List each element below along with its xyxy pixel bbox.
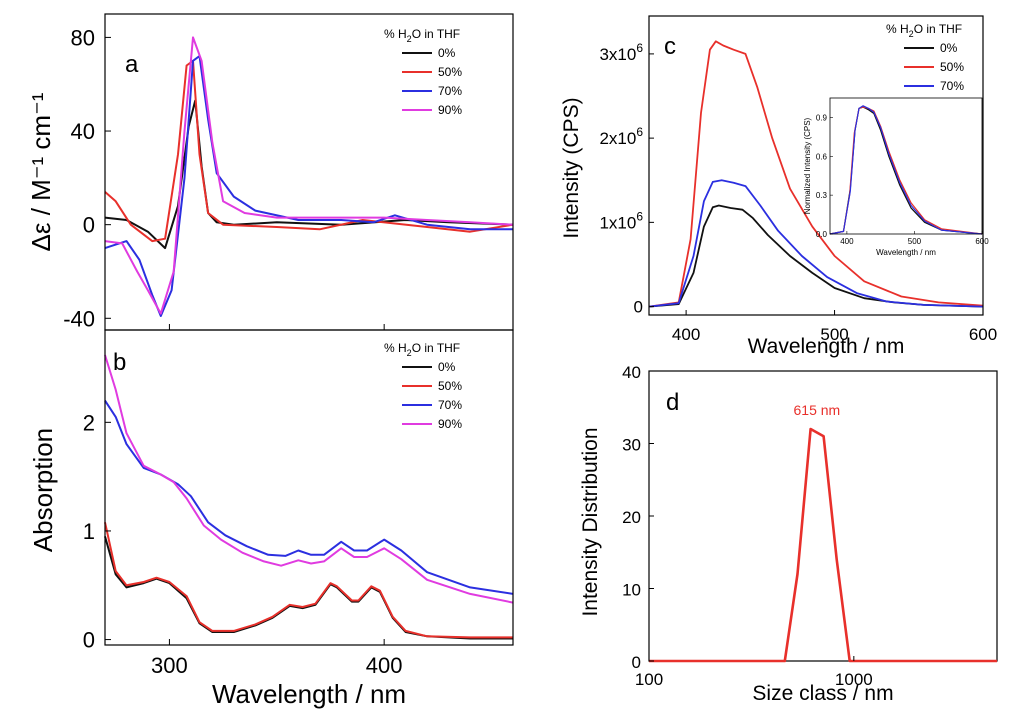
panel-b-ylabel: Absorption <box>28 428 58 552</box>
panel-b-ytick-label-0: 0 <box>83 628 95 653</box>
panel-a-series-3 <box>104 36 514 315</box>
panel-c-letter: c <box>664 33 676 60</box>
panel-c-ytick-base-3: 3x10 <box>599 45 636 64</box>
panel-d-series-0 <box>649 427 997 663</box>
panel-b-legend-label-0: 0% <box>438 360 456 374</box>
panel-a-legend-label-2: 70% <box>438 84 462 98</box>
panel-c-xlabel: Wavelength / nm <box>748 335 905 358</box>
panel-d-peak-annotation: 615 nm <box>794 402 841 418</box>
panel-b-legend-label-3: 90% <box>438 417 462 431</box>
panel-c-inset-ylabel: Normalized Intensity (CPS) <box>803 117 812 214</box>
panel-c-ytick-label-0: 0 <box>634 298 643 317</box>
panel-b-legend-sub: 2 <box>407 348 412 358</box>
panel-c-inset-series-2 <box>829 105 983 235</box>
panel-a-ytick-label-3: 80 <box>71 25 95 50</box>
panel-c-ytick-exp-1: 6 <box>636 209 643 223</box>
panel-a-legend-title: % H2O in THF <box>384 27 460 44</box>
panel-c-inset-ytick-label-0: 0.0 <box>816 230 828 239</box>
panel-c-ytick-base-2: 2x10 <box>599 129 636 148</box>
panel-b-series-1 <box>104 522 513 639</box>
panel-c-inset-frame <box>829 97 983 235</box>
panel-a-ylabel: Δε / M⁻¹ cm⁻¹ <box>26 92 56 251</box>
panel-a-legend-suffix: O in THF <box>412 27 460 41</box>
panel-b-series-3 <box>104 354 514 604</box>
panel-a-legend-label-3: 90% <box>438 103 462 117</box>
panel-d-xtick-label-1: 1000 <box>835 670 873 689</box>
panel-c-xtick-label-2: 600 <box>969 325 997 344</box>
panel-d-ytick-label-1: 10 <box>622 581 641 600</box>
panel-c-ytick-label-2: 2x106 <box>599 125 643 148</box>
panel-a-letter: a <box>125 51 139 78</box>
panel-a-ytick-label-0: -40 <box>63 306 95 331</box>
panel-c-series-1 <box>648 40 984 308</box>
panel-c-ytick-exp-3: 6 <box>636 41 643 55</box>
panel-b-frame <box>104 329 514 646</box>
panel-c-inset: 0.0 0.3 0.6 0.9 400 500 600 Wavelength / nm Norm… <box>803 97 989 257</box>
panel-c-ytick-label-1: 1x106 <box>599 209 643 232</box>
panel-b-legend-label-1: 50% <box>438 379 462 393</box>
panel-c-inset-xtick-label-0: 400 <box>840 237 854 246</box>
panel-a: -40 0 40 80 Δε / M⁻¹ cm⁻¹ a <box>26 13 514 331</box>
panel-c-inset-xtick-label-2: 600 <box>975 237 989 246</box>
panel-a-ytick-label-2: 40 <box>71 119 95 144</box>
panel-c-inset-ytick-label-3: 0.9 <box>816 113 828 122</box>
panel-c-legend-sub: 2 <box>909 29 914 39</box>
panel-b-letter: b <box>113 349 126 376</box>
panel-a-ytick-label-1: 0 <box>83 213 95 238</box>
panel-a-frame <box>104 13 514 331</box>
panel-b-xlabel: Wavelength / nm <box>212 679 406 709</box>
panel-d-letter: d <box>666 389 679 416</box>
panel-b-legend-label-2: 70% <box>438 398 462 412</box>
panel-d-ytick-label-2: 20 <box>622 508 641 527</box>
panel-c-legend-label-2: 70% <box>940 79 964 93</box>
panel-a-legend-sub: 2 <box>407 34 412 44</box>
panel-c-series-2 <box>648 179 984 308</box>
panel-c-legend-label-0: 0% <box>940 41 958 55</box>
panel-c-inset-xlabel: Wavelength / nm <box>876 248 936 257</box>
panel-c-legend-label-1: 50% <box>940 60 964 74</box>
panel-b-ytick-label-2: 2 <box>83 410 95 435</box>
panel-c-ytick-exp-2: 6 <box>636 125 643 139</box>
panel-d-ytick-label-3: 30 <box>622 436 641 455</box>
panel-c-legend: % H2O in THF 0% 50% 70% <box>886 22 964 93</box>
panel-c-inset-series-0 <box>829 106 983 235</box>
panel-c-ytick-label-3: 3x106 <box>599 41 643 64</box>
panel-d-xtick-label-0: 100 <box>635 670 663 689</box>
panel-b-legend-title: % H2O in THF <box>384 341 460 358</box>
panel-c-series-0 <box>648 204 984 308</box>
panel-a-legend: % H2O in THF 0% 50% 70% 90% <box>384 27 462 117</box>
panel-c-inset-ytick-label-1: 0.3 <box>816 191 828 200</box>
panel-c-ytick-base-1: 1x10 <box>599 213 636 232</box>
panel-a-legend-label-0: 0% <box>438 46 456 60</box>
panel-b-ytick-label-1: 1 <box>83 519 95 544</box>
panel-a-series-1 <box>104 59 514 243</box>
panel-d-ytick-label-0: 0 <box>632 653 641 672</box>
panel-b-xtick-label-0: 300 <box>151 653 188 678</box>
panel-d-ylabel: Intensity Distribution <box>579 427 602 616</box>
panel-c-xtick-label-0: 400 <box>672 325 700 344</box>
panel-c-ylabel: Intensity (CPS) <box>560 97 583 238</box>
panel-a-legend-label-1: 50% <box>438 65 462 79</box>
panel-c-xtick-label-1: 500 <box>820 325 848 344</box>
panel-c-inset-xtick-label-1: 500 <box>908 237 922 246</box>
panel-d-xlabel: Size class / nm <box>752 682 893 705</box>
panel-d-ytick-label-4: 40 <box>622 363 641 382</box>
panel-b-legend-suffix: O in THF <box>412 341 460 355</box>
panel-c-inset-series-1 <box>829 106 983 235</box>
panel-c-inset-ytick-label-2: 0.6 <box>816 152 828 161</box>
panel-c-frame <box>648 15 984 316</box>
panel-c-legend-title: % H2O in THF <box>886 22 962 39</box>
panel-c-legend-suffix: O in THF <box>914 22 962 36</box>
panel-b-xtick-label-1: 400 <box>366 653 403 678</box>
panel-b-legend: % H2O in THF 0% 50% 70% 90% <box>384 341 462 431</box>
